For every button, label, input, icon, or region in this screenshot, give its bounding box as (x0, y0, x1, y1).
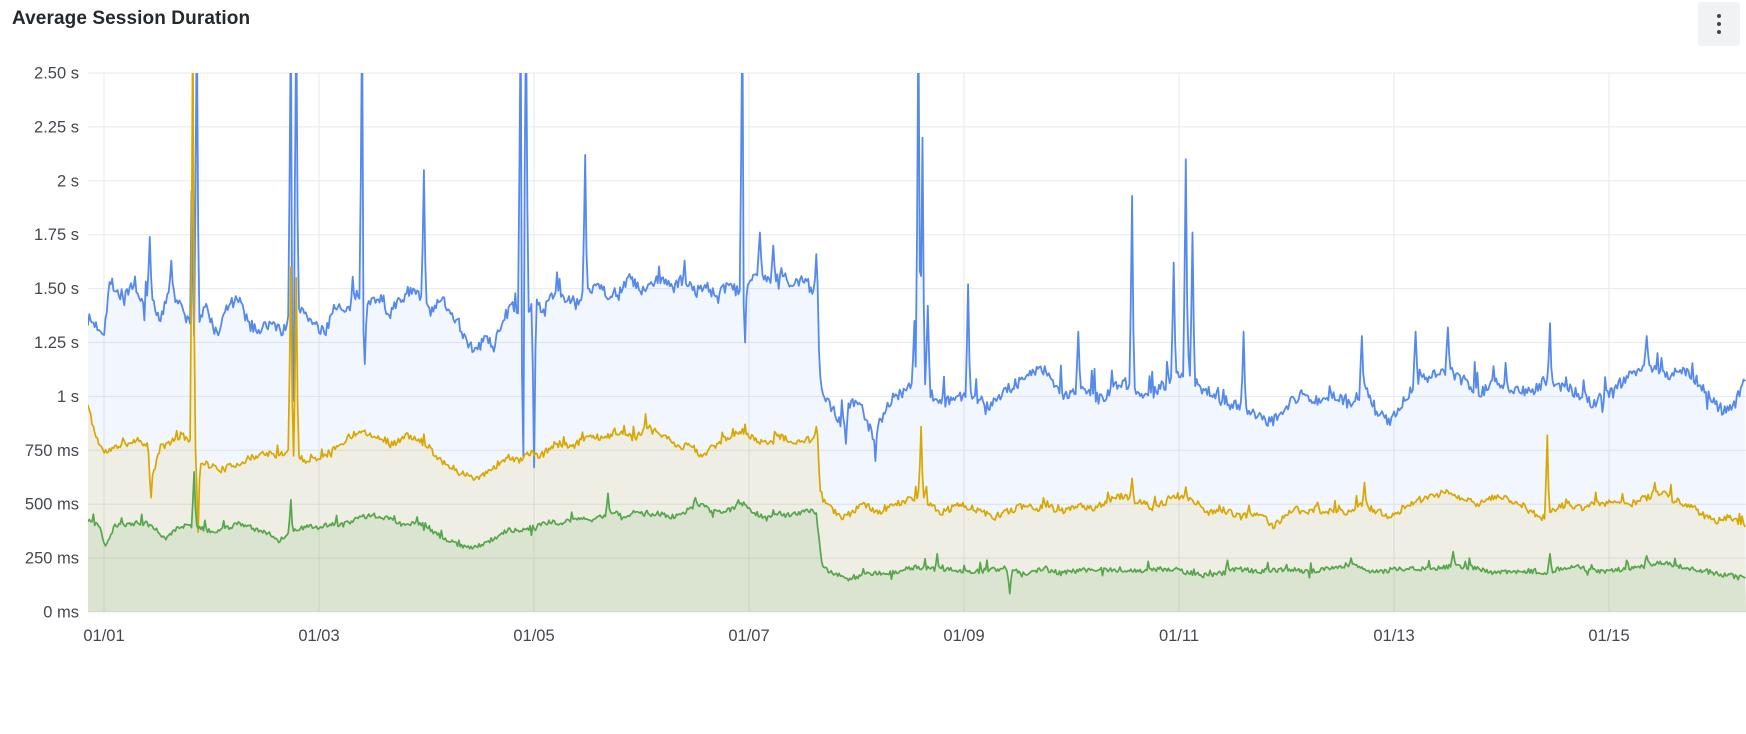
y-axis-tick-label: 1.25 s (34, 334, 79, 352)
y-axis-tick-label: 1 s (57, 388, 79, 406)
series-green-line (88, 471, 1746, 595)
series-yellow-line (88, 73, 1746, 534)
panel-menu-button[interactable] (1698, 2, 1740, 46)
y-axis-tick-label: 2.50 s (34, 65, 79, 83)
series-yellow-area (88, 73, 1746, 612)
y-axis-tick-label: 2 s (57, 172, 79, 190)
y-axis-tick-label: 1.50 s (34, 280, 79, 298)
y-axis-tick-label: 0 ms (43, 604, 79, 622)
x-axis-tick-label: 01/07 (728, 627, 769, 645)
series-blue-line (88, 73, 1746, 469)
series-green-area (88, 471, 1746, 612)
series-blue-area (88, 73, 1746, 612)
x-axis-tick-label: 01/13 (1373, 627, 1414, 645)
x-axis-tick-label: 01/03 (298, 627, 339, 645)
chart-plot-area[interactable] (88, 73, 1746, 612)
y-axis-tick-label: 250 ms (25, 550, 79, 568)
panel-header: Average Session Duration (0, 0, 1746, 48)
y-axis-tick-label: 1.75 s (34, 226, 79, 244)
y-axis-tick-label: 2.25 s (34, 118, 79, 136)
kebab-vertical-icon (1717, 14, 1721, 34)
y-axis-tick-label: 750 ms (25, 442, 79, 460)
x-axis-tick-label: 01/01 (83, 627, 124, 645)
x-axis-tick-label: 01/09 (943, 627, 984, 645)
x-axis-tick-label: 01/05 (513, 627, 554, 645)
x-axis-tick-label: 01/15 (1588, 627, 1629, 645)
panel-title: Average Session Duration (12, 8, 251, 29)
y-axis-tick-label: 500 ms (25, 496, 79, 514)
x-axis-tick-label: 01/11 (1159, 627, 1199, 645)
